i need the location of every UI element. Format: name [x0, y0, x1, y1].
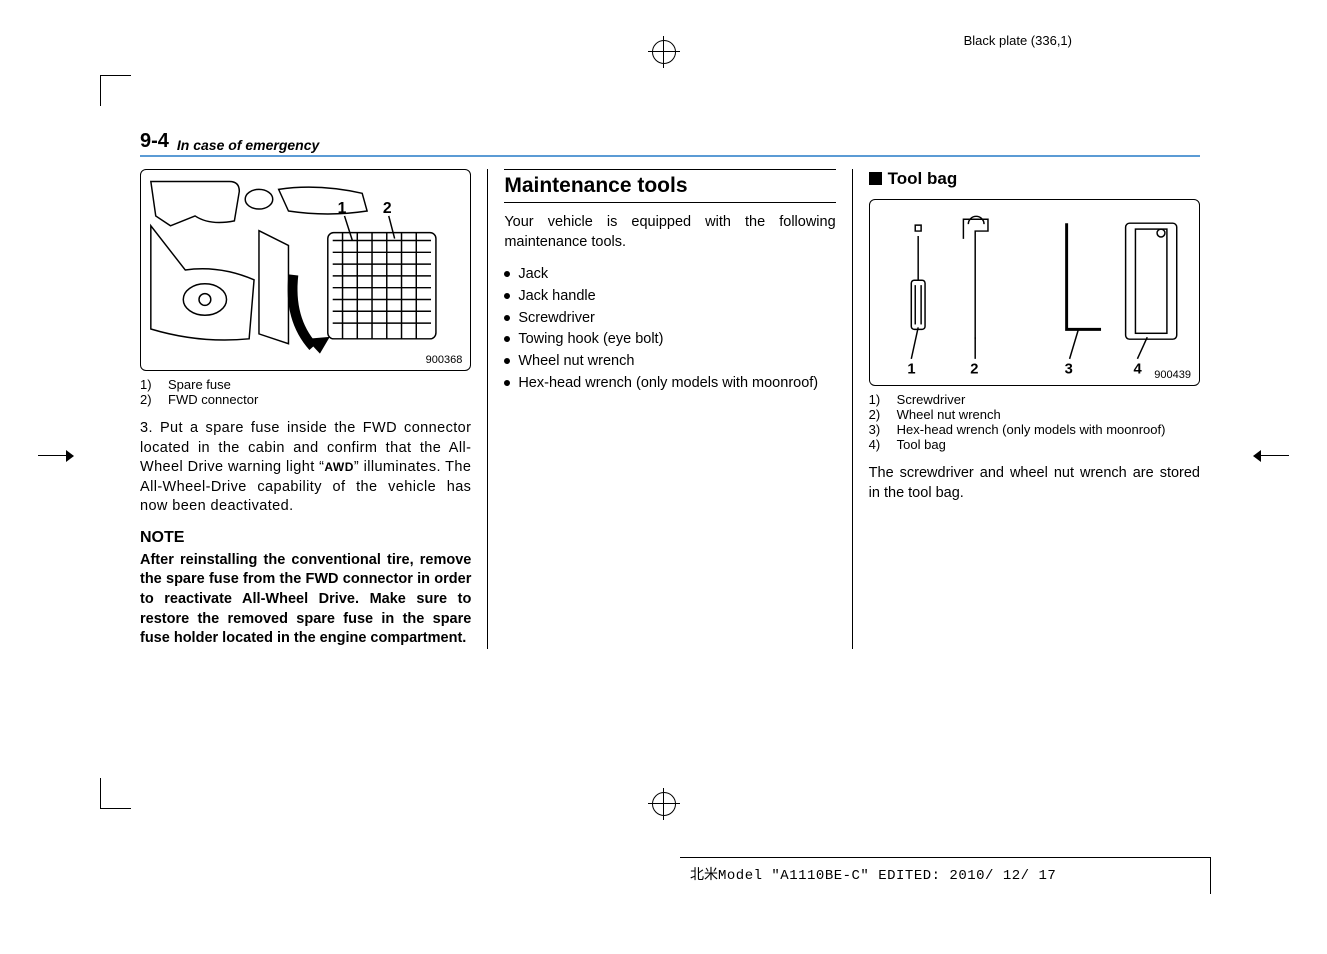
page-content: 9-4 In case of emergency	[140, 130, 1200, 649]
crop-corner-tl	[100, 75, 131, 106]
cap-text: Wheel nut wrench	[897, 407, 1200, 422]
cap-num: 2)	[140, 392, 168, 407]
tool-bag-heading: Tool bag	[869, 169, 1200, 189]
cap-num: 2)	[869, 407, 897, 422]
tool-list: Jack Jack handle Screwdriver Towing hook…	[504, 264, 835, 395]
tool-bag-paragraph: The screwdriver and wheel nut wrench are…	[869, 464, 1200, 503]
figure-id: 900439	[1154, 369, 1191, 381]
column-2: Maintenance tools Your vehicle is equipp…	[504, 169, 835, 649]
maintenance-heading: Maintenance tools	[504, 169, 835, 203]
cap-text: Screwdriver	[897, 392, 1200, 407]
tool-item: Jack handle	[504, 286, 835, 308]
callout-2: 2	[970, 362, 978, 378]
fuse-box-illustration: 1 2	[141, 170, 470, 370]
callout-4: 4	[1133, 362, 1142, 378]
crop-corner-bl	[100, 778, 131, 809]
figure-fuse-box: 1 2 900368	[140, 169, 471, 371]
cap-text: Hex-head wrench (only models with moonro…	[897, 422, 1200, 437]
cap-num: 1)	[869, 392, 897, 407]
footer-text: Model "A1110BE-C" EDITED: 2010/ 12/ 17	[718, 868, 1056, 884]
note-body: After reinstalling the conventional tire…	[140, 551, 471, 649]
square-bullet-icon	[869, 172, 882, 185]
section-name: In case of emergency	[177, 137, 319, 153]
cap-text: FWD connector	[168, 392, 471, 407]
plate-note: Black plate (336,1)	[964, 33, 1072, 48]
maintenance-intro: Your vehicle is equipped with the follow…	[504, 213, 835, 252]
registration-mark-bottom	[652, 792, 676, 816]
tool-bag-heading-text: Tool bag	[888, 169, 958, 188]
tool-item: Wheel nut wrench	[504, 351, 835, 373]
tool-item: Screwdriver	[504, 308, 835, 330]
callout-2: 2	[383, 200, 392, 217]
callout-1: 1	[338, 200, 347, 217]
column-1: 1 2 900368 1)Spare fuse 2)FWD connector …	[140, 169, 471, 649]
tool-item: Towing hook (eye bolt)	[504, 329, 835, 351]
awd-indicator-glyph: AWD	[324, 460, 354, 474]
tool-item: Hex-head wrench (only models with moonro…	[504, 373, 835, 395]
figure-tool-bag: 1 2 3 4 900439	[869, 199, 1200, 386]
imprint-footer: 北米Model "A1110BE-C" EDITED: 2010/ 12/ 17	[680, 857, 1211, 894]
tool-bag-illustration: 1 2 3 4	[870, 200, 1199, 385]
registration-mark-top	[652, 40, 676, 64]
cap-num: 1)	[140, 377, 168, 392]
figure-caption-list: 1)Screwdriver 2)Wheel nut wrench 3)Hex-h…	[869, 392, 1200, 452]
figure-caption-list: 1)Spare fuse 2)FWD connector	[140, 377, 471, 407]
column-3: Tool bag	[869, 169, 1200, 649]
side-mark-right	[1261, 450, 1289, 462]
footer-jp: 北米	[690, 867, 718, 883]
side-mark-left	[38, 450, 66, 462]
step-3-paragraph: 3. Put a spare fuse inside the FWD conne…	[140, 419, 471, 517]
cap-num: 4)	[869, 437, 897, 452]
page-number: 9-4	[140, 130, 169, 153]
cap-text: Spare fuse	[168, 377, 471, 392]
column-rule-1	[487, 169, 488, 649]
column-rule-2	[852, 169, 853, 649]
callout-3: 3	[1064, 362, 1072, 378]
cap-text: Tool bag	[897, 437, 1200, 452]
callout-1: 1	[907, 362, 915, 378]
note-heading: NOTE	[140, 529, 471, 547]
cap-num: 3)	[869, 422, 897, 437]
running-header: 9-4 In case of emergency	[140, 130, 1200, 157]
tool-item: Jack	[504, 264, 835, 286]
figure-id: 900368	[426, 354, 463, 366]
